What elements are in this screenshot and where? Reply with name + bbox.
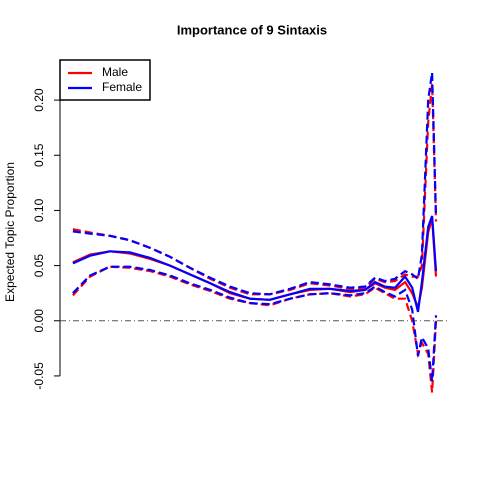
y-tick-label: -0.05 (32, 362, 46, 390)
legend-label: Male (102, 65, 128, 79)
y-tick-label: 0.10 (32, 198, 46, 222)
legend-label: Female (102, 80, 142, 94)
upper-bound (72, 72, 438, 296)
y-axis-label: Expected Topic Proportion (3, 162, 17, 302)
y-tick-label: 0.15 (32, 143, 46, 167)
upper-bound (72, 83, 438, 296)
legend-box (59, 59, 151, 101)
mean-line (72, 215, 438, 313)
y-tick-label: 0.00 (32, 309, 46, 333)
chart-title: Importance of 9 Sintaxis (177, 22, 327, 37)
y-tick-label: 0.20 (32, 88, 46, 112)
y-tick-label: 0.05 (32, 254, 46, 278)
lower-bound (72, 265, 438, 382)
